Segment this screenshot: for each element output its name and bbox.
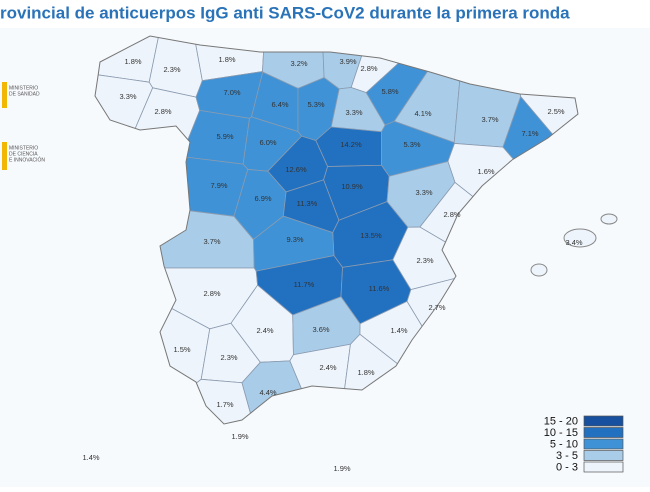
province-label: 5.3% xyxy=(403,140,420,149)
province-label: 7.0% xyxy=(223,88,240,97)
province-label: 3.3% xyxy=(119,92,136,101)
legend-label: 15 - 20 xyxy=(544,415,578,427)
province-label: 13.5% xyxy=(360,231,382,240)
province-label: 2.3% xyxy=(416,256,433,265)
legend-label: 5 - 10 xyxy=(550,438,578,450)
province-label: 1.9% xyxy=(333,464,350,473)
legend-label: 0 - 3 xyxy=(556,461,578,473)
province-label: 3.9% xyxy=(339,57,356,66)
legend-swatch xyxy=(583,415,624,427)
province-label: 11.7% xyxy=(294,280,315,289)
province-label: 3.7% xyxy=(481,115,498,124)
province-label: 1.8% xyxy=(124,57,141,66)
province-label: 3.3% xyxy=(345,108,362,117)
title: rovincial de anticuerpos IgG anti SARS-C… xyxy=(0,3,570,22)
province-label: 6.4% xyxy=(271,100,288,109)
logo-emblem xyxy=(2,82,7,108)
province-label: 6.0% xyxy=(259,138,276,147)
logo-text: DE SANIDAD xyxy=(9,91,40,97)
province-label: 1.4% xyxy=(390,326,407,335)
province-label: 2.4% xyxy=(256,326,273,335)
logo-text: E INNOVACIÓN xyxy=(9,156,45,163)
province-label: 5.9% xyxy=(216,132,233,141)
province-label: 11.6% xyxy=(369,284,390,293)
legend-label: 10 - 15 xyxy=(544,427,578,439)
province-label: 3.4% xyxy=(565,238,582,247)
logo-text: MINISTERIO xyxy=(9,145,38,151)
province-label: 14.2% xyxy=(340,140,362,149)
province-label: 3.7% xyxy=(203,237,220,246)
mainland-outline xyxy=(94,35,579,425)
island xyxy=(600,213,618,225)
province-label: 10.9% xyxy=(341,182,363,191)
province-label: 5.3% xyxy=(307,100,324,109)
legend-swatch xyxy=(583,438,624,450)
province-label: 2.8% xyxy=(154,107,171,116)
legend-swatch xyxy=(583,461,624,473)
province-label: 1.5% xyxy=(173,345,190,354)
province-label: 3.2% xyxy=(290,59,307,68)
province-label: 5.8% xyxy=(381,87,398,96)
province-label: 1.8% xyxy=(357,368,374,377)
province-label: 1.8% xyxy=(218,55,235,64)
province-label: 2.5% xyxy=(547,107,564,116)
balearic-islands xyxy=(530,213,618,277)
province-label: 4.4% xyxy=(259,388,276,397)
province-label: 2.4% xyxy=(319,363,336,372)
province-label: 1.4% xyxy=(82,453,99,462)
province-label: 2.7% xyxy=(428,303,445,312)
island xyxy=(563,228,597,248)
province-label: 2.3% xyxy=(163,65,180,74)
province-label: 11.3% xyxy=(297,199,318,208)
province-label: 1.7% xyxy=(216,400,233,409)
logo-emblem xyxy=(2,142,7,170)
province-label: 3.3% xyxy=(415,188,432,197)
island xyxy=(530,263,548,277)
province-label: 7.9% xyxy=(210,181,227,190)
province-label: 1.6% xyxy=(477,167,494,176)
province-label: 2.3% xyxy=(220,353,237,362)
legend-swatch xyxy=(583,450,624,461)
province-label: 3.6% xyxy=(312,325,329,334)
province-label: 6.9% xyxy=(254,194,271,203)
logo-text: DE CIENCIA xyxy=(9,151,38,157)
province-label: 2.8% xyxy=(203,289,220,298)
logo-text: MINISTERIO xyxy=(9,85,38,91)
province-label: 1.9% xyxy=(231,432,248,441)
province-label: 12.6% xyxy=(285,165,307,174)
province-label: 2.8% xyxy=(360,64,377,73)
legend-label: 3 - 5 xyxy=(556,450,578,462)
province-label: 7.1% xyxy=(521,129,538,138)
province-label: 2.8% xyxy=(443,210,460,219)
legend-swatch xyxy=(583,427,624,438)
province-label: 9.3% xyxy=(286,235,303,244)
province-label: 4.1% xyxy=(414,109,431,118)
